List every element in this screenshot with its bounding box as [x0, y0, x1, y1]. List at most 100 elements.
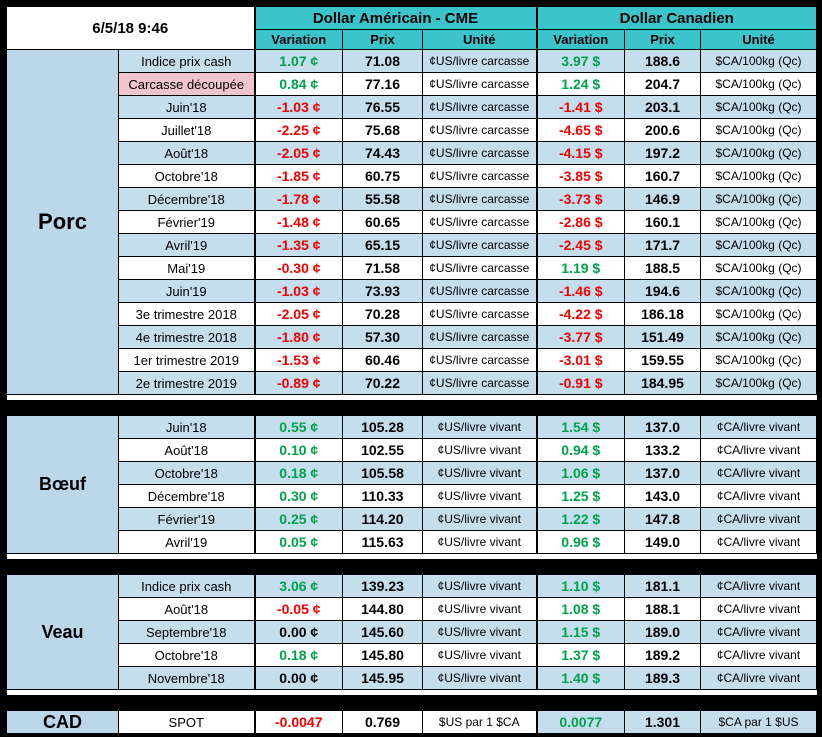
- ca-price-cell[interactable]: 133.2: [624, 438, 701, 462]
- ca-variation-cell[interactable]: 0.96 $: [535, 530, 625, 554]
- us-unit-cell[interactable]: ¢US/livre vivant: [422, 530, 537, 554]
- us-price-cell[interactable]: 60.65: [342, 210, 423, 234]
- us-unit-cell[interactable]: ¢US/livre carcasse: [422, 210, 537, 234]
- row-label-cell[interactable]: Août'18: [118, 597, 255, 621]
- ca-price-cell[interactable]: 181.1: [624, 574, 701, 598]
- ca-unit-cell[interactable]: ¢CA/livre vivant: [699, 643, 818, 667]
- us-price-cell[interactable]: 105.58: [342, 461, 423, 485]
- us-price-cell[interactable]: 139.23: [342, 574, 423, 598]
- us-price-cell[interactable]: 114.20: [342, 507, 423, 531]
- us-unit-cell[interactable]: ¢US/livre carcasse: [422, 371, 537, 395]
- us-price-cell[interactable]: 74.43: [342, 141, 423, 165]
- us-price-cell[interactable]: 57.30: [342, 325, 423, 349]
- ca-price-cell[interactable]: 143.0: [624, 484, 701, 508]
- us-variation-cell[interactable]: -0.0047: [253, 710, 343, 734]
- ca-unit-cell[interactable]: $CA/100kg (Qc): [699, 95, 818, 119]
- us-price-cell[interactable]: 65.15: [342, 233, 423, 257]
- cad-unit-header[interactable]: Unité: [699, 29, 818, 50]
- ca-price-cell[interactable]: 188.5: [624, 256, 701, 280]
- row-label-cell[interactable]: Octobre'18: [118, 643, 255, 667]
- ca-variation-cell[interactable]: 1.22 $: [535, 507, 625, 531]
- us-variation-cell[interactable]: -2.05 ¢: [253, 302, 343, 326]
- us-price-cell[interactable]: 60.75: [342, 164, 423, 188]
- us-price-cell[interactable]: 75.68: [342, 118, 423, 142]
- us-unit-cell[interactable]: ¢US/livre carcasse: [422, 233, 537, 257]
- row-label-cell[interactable]: Juillet'18: [118, 118, 255, 142]
- ca-price-cell[interactable]: 1.301: [624, 710, 701, 734]
- row-label-cell[interactable]: Juin'18: [118, 95, 255, 119]
- ca-price-cell[interactable]: 189.2: [624, 643, 701, 667]
- us-variation-cell[interactable]: 0.05 ¢: [253, 530, 343, 554]
- ca-price-cell[interactable]: 186.18: [624, 302, 701, 326]
- us-unit-cell[interactable]: ¢US/livre vivant: [422, 597, 537, 621]
- us-variation-cell[interactable]: -0.05 ¢: [253, 597, 343, 621]
- ca-unit-cell[interactable]: ¢CA/livre vivant: [699, 415, 818, 439]
- us-unit-cell[interactable]: ¢US/livre vivant: [422, 643, 537, 667]
- row-label-cell[interactable]: SPOT: [118, 710, 255, 734]
- ca-unit-cell[interactable]: $CA/100kg (Qc): [699, 371, 818, 395]
- us-unit-cell[interactable]: ¢US/livre carcasse: [422, 72, 537, 96]
- us-unit-cell[interactable]: ¢US/livre carcasse: [422, 302, 537, 326]
- ca-unit-cell[interactable]: $CA par 1 $US: [699, 710, 818, 734]
- ca-price-cell[interactable]: 189.0: [624, 620, 701, 644]
- us-price-cell[interactable]: 0.769: [342, 710, 423, 734]
- ca-variation-cell[interactable]: 1.24 $: [535, 72, 625, 96]
- ca-price-cell[interactable]: 149.0: [624, 530, 701, 554]
- ca-price-cell[interactable]: 171.7: [624, 233, 701, 257]
- ca-price-cell[interactable]: 137.0: [624, 461, 701, 485]
- us-unit-cell[interactable]: ¢US/livre vivant: [422, 507, 537, 531]
- row-label-cell[interactable]: Juin'19: [118, 279, 255, 303]
- ca-unit-cell[interactable]: $CA/100kg (Qc): [699, 325, 818, 349]
- us-variation-cell[interactable]: -0.89 ¢: [253, 371, 343, 395]
- us-unit-cell[interactable]: ¢US/livre carcasse: [422, 325, 537, 349]
- ca-unit-cell[interactable]: ¢CA/livre vivant: [699, 484, 818, 508]
- us-unit-cell[interactable]: ¢US/livre carcasse: [422, 49, 537, 73]
- us-variation-cell[interactable]: 0.10 ¢: [253, 438, 343, 462]
- ca-variation-cell[interactable]: 1.40 $: [535, 666, 625, 690]
- us-variation-cell[interactable]: 0.18 ¢: [253, 461, 343, 485]
- us-price-cell[interactable]: 71.08: [342, 49, 423, 73]
- row-label-cell[interactable]: 1er trimestre 2019: [118, 348, 255, 372]
- us-unit-cell[interactable]: ¢US/livre carcasse: [422, 187, 537, 211]
- us-price-cell[interactable]: 115.63: [342, 530, 423, 554]
- usd-group-header[interactable]: Dollar Américain - CME: [253, 6, 537, 30]
- us-price-cell[interactable]: 70.28: [342, 302, 423, 326]
- row-label-cell[interactable]: Décembre'18: [118, 187, 255, 211]
- row-label-cell[interactable]: Avril'19: [118, 530, 255, 554]
- us-variation-cell[interactable]: -1.35 ¢: [253, 233, 343, 257]
- us-unit-cell[interactable]: ¢US/livre vivant: [422, 666, 537, 690]
- us-variation-cell[interactable]: -1.80 ¢: [253, 325, 343, 349]
- us-unit-cell[interactable]: ¢US/livre carcasse: [422, 118, 537, 142]
- ca-unit-cell[interactable]: ¢CA/livre vivant: [699, 530, 818, 554]
- ca-variation-cell[interactable]: 1.10 $: [535, 574, 625, 598]
- datetime-cell[interactable]: 6/5/18 9:46: [6, 6, 255, 50]
- row-label-cell[interactable]: Avril'19: [118, 233, 255, 257]
- ca-price-cell[interactable]: 160.7: [624, 164, 701, 188]
- row-label-cell[interactable]: Carcasse découpée: [118, 72, 255, 96]
- ca-unit-cell[interactable]: ¢CA/livre vivant: [699, 461, 818, 485]
- us-variation-cell[interactable]: -0.30 ¢: [253, 256, 343, 280]
- ca-variation-cell[interactable]: 0.0077: [535, 710, 625, 734]
- ca-variation-cell[interactable]: -0.91 $: [535, 371, 625, 395]
- ca-unit-cell[interactable]: ¢CA/livre vivant: [699, 666, 818, 690]
- ca-unit-cell[interactable]: $CA/100kg (Qc): [699, 279, 818, 303]
- us-price-cell[interactable]: 76.55: [342, 95, 423, 119]
- us-unit-cell[interactable]: ¢US/livre vivant: [422, 438, 537, 462]
- ca-variation-cell[interactable]: -1.46 $: [535, 279, 625, 303]
- us-variation-cell[interactable]: 0.55 ¢: [253, 415, 343, 439]
- ca-price-cell[interactable]: 146.9: [624, 187, 701, 211]
- us-variation-cell[interactable]: -1.48 ¢: [253, 210, 343, 234]
- us-price-cell[interactable]: 105.28: [342, 415, 423, 439]
- us-variation-cell[interactable]: -1.53 ¢: [253, 348, 343, 372]
- us-unit-cell[interactable]: ¢US/livre carcasse: [422, 141, 537, 165]
- ca-unit-cell[interactable]: ¢CA/livre vivant: [699, 507, 818, 531]
- us-unit-cell[interactable]: ¢US/livre vivant: [422, 484, 537, 508]
- row-label-cell[interactable]: Juin'18: [118, 415, 255, 439]
- row-label-cell[interactable]: Septembre'18: [118, 620, 255, 644]
- row-label-cell[interactable]: Février'19: [118, 210, 255, 234]
- ca-unit-cell[interactable]: $CA/100kg (Qc): [699, 72, 818, 96]
- us-price-cell[interactable]: 60.46: [342, 348, 423, 372]
- ca-variation-cell[interactable]: 1.15 $: [535, 620, 625, 644]
- us-unit-cell[interactable]: ¢US/livre carcasse: [422, 279, 537, 303]
- us-unit-cell[interactable]: ¢US/livre carcasse: [422, 95, 537, 119]
